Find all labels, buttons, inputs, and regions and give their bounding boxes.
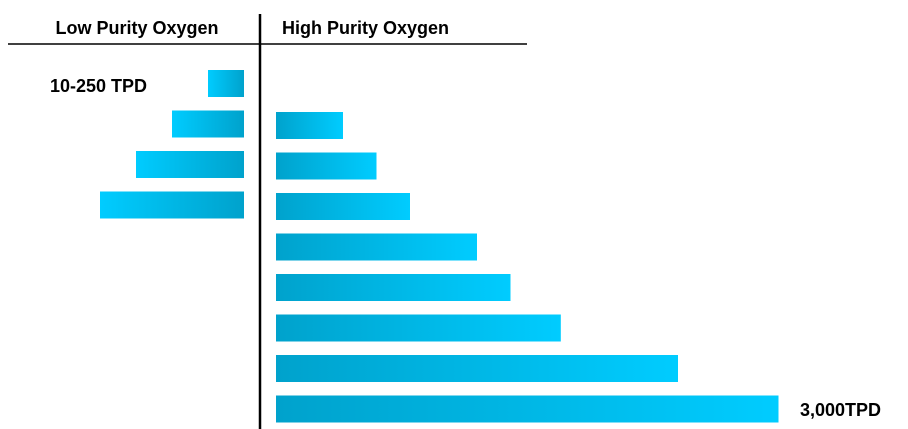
low-purity-bar — [172, 110, 244, 138]
low-purity-bar — [208, 70, 244, 97]
high-purity-annotation: 3,000TPD — [800, 400, 881, 420]
high-purity-bar — [276, 233, 477, 261]
high-purity-bar — [276, 274, 511, 301]
high-purity-bars — [276, 112, 779, 423]
high-purity-bar — [276, 193, 410, 220]
low-purity-bars — [100, 70, 244, 219]
low-purity-bar — [136, 151, 244, 178]
low-purity-title: Low Purity Oxygen — [55, 18, 218, 38]
high-purity-bar — [276, 355, 678, 382]
high-purity-bar — [276, 112, 343, 139]
low-purity-bar — [100, 191, 244, 219]
high-purity-bar — [276, 314, 561, 342]
low-purity-annotation: 10-250 TPD — [50, 76, 147, 96]
high-purity-bar — [276, 152, 377, 180]
high-purity-bar — [276, 395, 779, 423]
high-purity-title: High Purity Oxygen — [282, 18, 449, 38]
